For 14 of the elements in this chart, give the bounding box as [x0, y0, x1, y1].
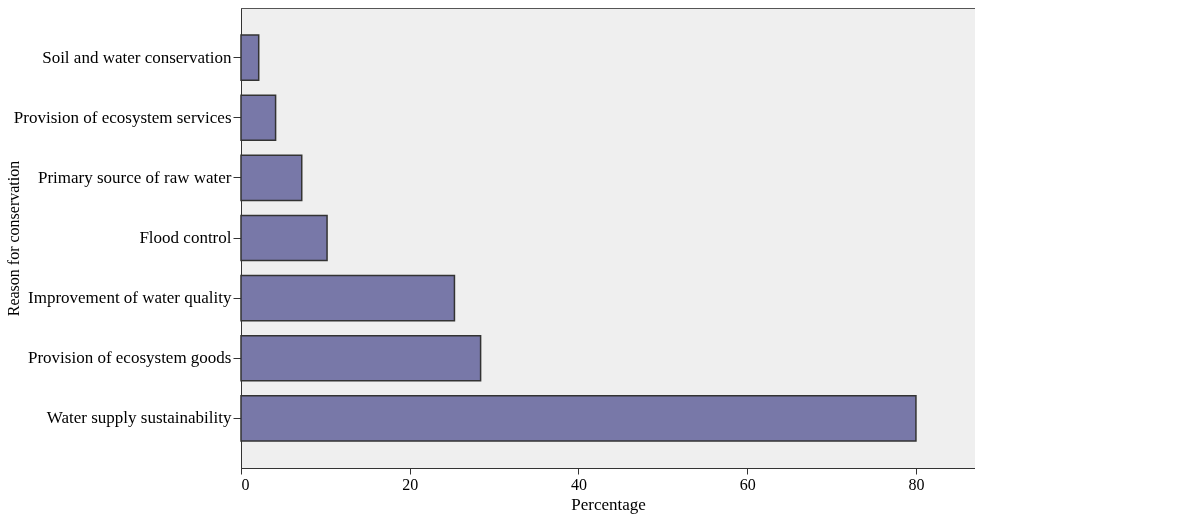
- y-axis-title: Reason for conservation: [4, 160, 22, 317]
- y-tick-label: Provision of ecosystem services: [13, 107, 232, 127]
- x-tick-label: 0: [241, 475, 250, 493]
- y-tick-label: Water supply sustainability: [46, 408, 232, 428]
- y-tick-label: Flood control: [139, 228, 232, 247]
- y-tick-label: Provision of ecosystem goods: [27, 348, 232, 368]
- x-tick-label: 20: [402, 475, 419, 493]
- x-axis-title: Percentage: [571, 494, 646, 514]
- x-tick-label: 60: [739, 475, 756, 493]
- x-tick-label: 40: [570, 475, 587, 493]
- x-tick-label: 80: [908, 475, 925, 493]
- y-tick-label: Soil and water conservation: [42, 47, 232, 67]
- y-tick-label: Improvement of water quality: [28, 288, 232, 308]
- y-tick-label: Primary source of raw water: [37, 167, 232, 187]
